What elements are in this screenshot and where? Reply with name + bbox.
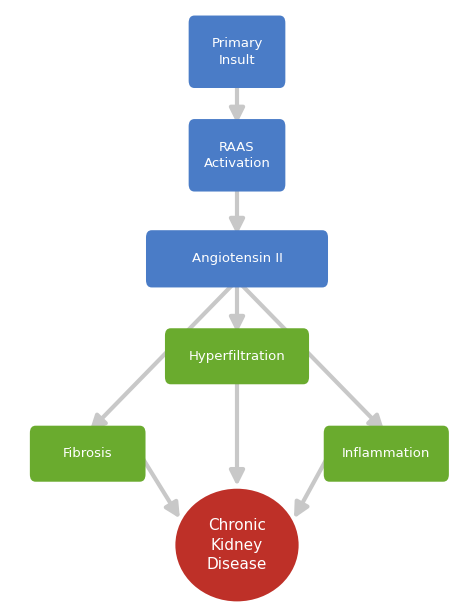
FancyBboxPatch shape [189, 15, 285, 88]
Text: Fibrosis: Fibrosis [63, 447, 112, 460]
Text: Chronic
Kidney
Disease: Chronic Kidney Disease [207, 518, 267, 572]
Text: Inflammation: Inflammation [342, 447, 430, 460]
Text: Hyperfiltration: Hyperfiltration [189, 350, 285, 363]
Ellipse shape [175, 488, 299, 602]
FancyBboxPatch shape [189, 119, 285, 191]
FancyBboxPatch shape [165, 328, 309, 384]
FancyBboxPatch shape [146, 230, 328, 287]
Text: Angiotensin II: Angiotensin II [191, 252, 283, 266]
FancyBboxPatch shape [324, 426, 449, 482]
Text: RAAS
Activation: RAAS Activation [203, 141, 271, 170]
FancyBboxPatch shape [30, 426, 146, 482]
Text: Primary
Insult: Primary Insult [211, 37, 263, 66]
